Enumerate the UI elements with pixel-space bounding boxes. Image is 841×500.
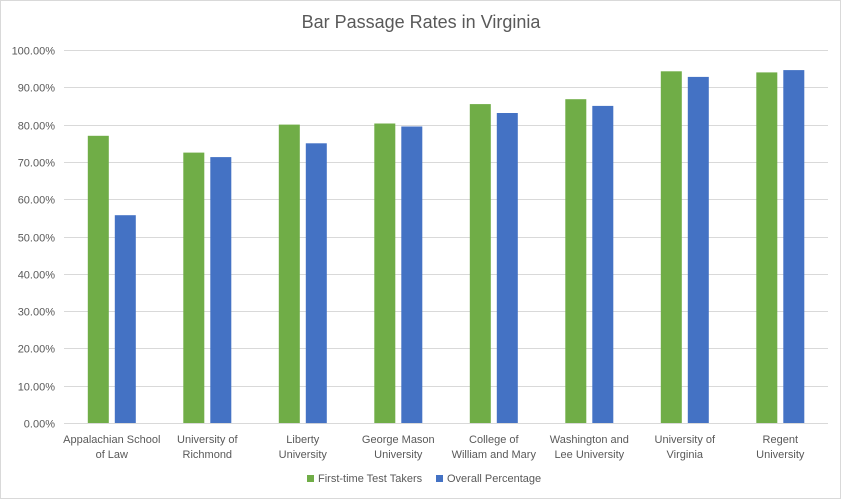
- x-tick-label: Washington and Lee University: [550, 434, 629, 461]
- x-tick-label: University of Richmond: [177, 434, 238, 461]
- y-tick-label: 50.00%: [18, 233, 56, 245]
- bars: [87, 70, 805, 424]
- bar-first-time: [756, 72, 778, 424]
- bar-overall: [783, 70, 805, 423]
- y-tick-label: 40.00%: [18, 270, 56, 282]
- legend-swatch: [307, 475, 314, 482]
- chart-title: Bar Passage Rates in Virginia: [302, 12, 542, 32]
- bar-overall: [496, 113, 518, 423]
- bar-overall: [687, 76, 709, 424]
- y-tick-label: 30.00%: [18, 307, 56, 319]
- x-tick-label: Regent University: [756, 434, 805, 461]
- bar-overall: [210, 157, 232, 423]
- y-tick-label: 10.00%: [18, 382, 56, 394]
- legend-swatch: [436, 475, 443, 482]
- y-tick-label: 90.00%: [18, 83, 56, 95]
- bar-overall: [114, 215, 136, 423]
- x-tick-label: College of William and Mary: [452, 434, 537, 461]
- bar-overall: [305, 143, 327, 424]
- x-tick-label: Liberty University: [279, 434, 328, 461]
- x-tick-label: George Mason University: [362, 434, 435, 461]
- x-tick-label: University of Virginia: [655, 434, 716, 461]
- y-tick-label: 100.00%: [12, 46, 56, 58]
- bar-first-time: [183, 152, 205, 423]
- legend-label: First-time Test Takers: [318, 473, 423, 485]
- bar-overall: [592, 105, 614, 424]
- legend: First-time Test Takers Overall Percentage: [307, 473, 541, 485]
- y-tick-label: 0.00%: [24, 419, 55, 431]
- gridlines: [64, 50, 828, 424]
- x-axis-labels: Appalachian School of Law University of Ric…: [63, 434, 805, 461]
- legend-label: Overall Percentage: [447, 473, 541, 485]
- y-axis-ticks: 0.00% 10.00% 20.00% 30.00% 40.00% 50.00% 60.00…: [12, 46, 56, 431]
- y-tick-label: 20.00%: [18, 344, 56, 356]
- bar-first-time: [374, 123, 396, 423]
- bar-overall: [401, 126, 423, 423]
- x-tick-label: Appalachian School of Law: [63, 434, 160, 461]
- bar-first-time: [87, 135, 109, 424]
- y-tick-label: 60.00%: [18, 195, 56, 207]
- bar-first-time: [278, 124, 300, 423]
- y-tick-label: 80.00%: [18, 121, 56, 133]
- bar-first-time: [469, 104, 491, 423]
- bar-first-time: [660, 71, 682, 424]
- bar-first-time: [565, 99, 587, 423]
- y-tick-label: 70.00%: [18, 158, 56, 170]
